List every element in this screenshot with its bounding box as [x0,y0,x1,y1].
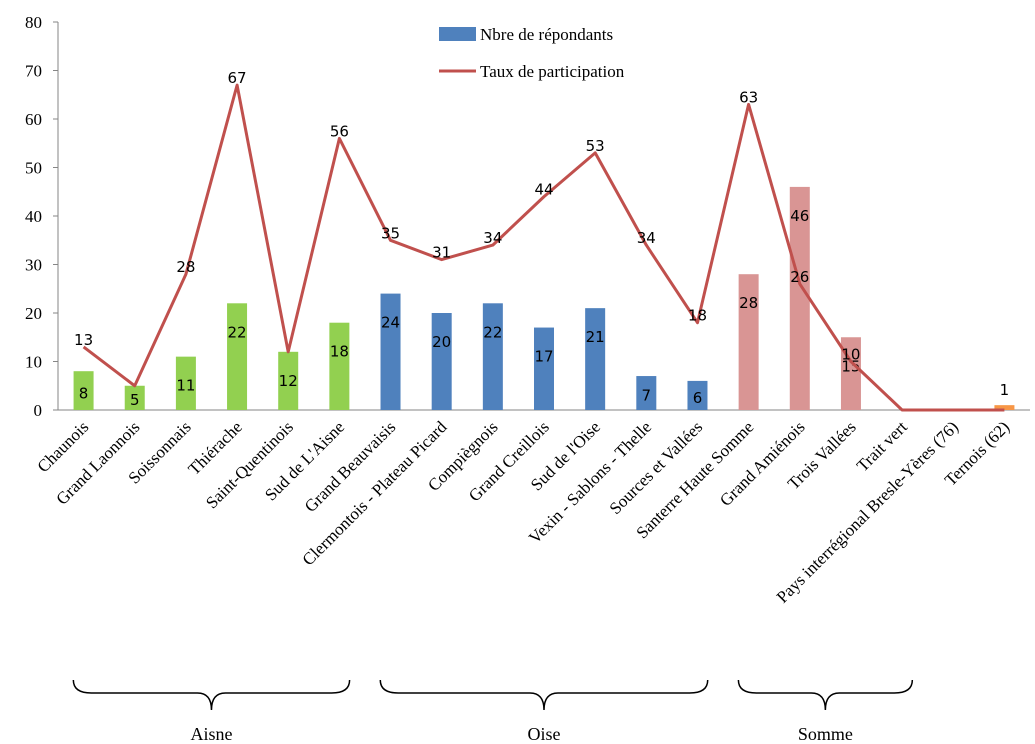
x-tick-label: Grand Beauvaisis [301,417,400,516]
line-value-label: 35 [381,224,400,242]
line-value-label: 13 [74,331,93,349]
bar-value-label: 1 [1000,381,1010,399]
bar-value-label: 22 [228,323,247,341]
line-value-label: 10 [841,346,860,364]
line-value-label: 53 [586,137,605,155]
bar [431,313,452,410]
line-value-label: 44 [534,181,553,199]
bar [789,186,810,410]
bar-value-label: 24 [381,314,400,332]
group-brace [72,679,351,711]
participation-line [82,83,1005,412]
bar [687,380,708,410]
group-brace [737,679,914,711]
y-tick-label: 60 [25,110,42,129]
x-tick-label: Sources et Vallées [606,417,707,518]
x-tick-label: Pays interrégional Bresle-Yères (76) [773,417,962,606]
bar-value-label: 11 [176,377,195,395]
bar-value-label: 7 [642,387,652,405]
bar [994,405,1015,410]
group-label: Somme [798,724,853,744]
y-tick-label: 0 [34,401,43,420]
bar [585,308,606,410]
bar [175,356,196,410]
y-tick-label: 80 [25,13,42,32]
y-tick-label: 50 [25,159,42,178]
group-braces: Aisne Oise Somme [72,679,914,744]
bar-value-label: 22 [483,323,502,341]
line-value-label: 31 [432,244,451,262]
bar [738,274,759,410]
bar [534,327,554,410]
bar [227,303,248,410]
line-value-label: 26 [790,268,809,286]
bar-value-label: 46 [790,207,809,225]
y-tick-label: 70 [25,62,42,81]
y-tick-label: 10 [25,353,42,372]
bar [482,303,503,410]
y-tick-labels: 0 10 20 30 40 50 60 70 80 [25,13,58,420]
bar [636,376,657,410]
bar-value-label: 18 [330,343,349,361]
y-tick-label: 20 [25,304,42,323]
y-axis: 0 10 20 30 40 50 60 70 80 [25,13,59,420]
bar-value-labels: 8 5 11 22 12 18 24 20 22 17 21 7 6 28 46 15 1 [79,207,1009,409]
group-label: Oise [528,724,561,744]
bar [73,371,94,410]
line-value-labels: 13 28 67 56 35 31 34 44 53 34 18 63 26 10 [74,69,860,363]
bar-value-label: 8 [79,385,89,403]
legend-bar-swatch [439,27,476,41]
group-label: Aisne [190,724,232,744]
bar [124,385,145,410]
legend-line-label: Taux de participation [480,62,625,81]
x-tick-label: Saint-Quentinois [202,417,297,512]
bar-value-label: 6 [693,389,703,407]
legend-bar-label: Nbre de répondants [480,25,613,44]
line-value-label: 18 [688,307,707,325]
line-value-label: 56 [330,122,349,140]
group-brace [379,679,709,711]
bar-value-label: 21 [586,328,605,346]
bar [329,322,350,410]
bar-value-label: 15 [841,357,860,375]
line-value-label: 34 [637,229,656,247]
bar-series [73,186,1015,410]
bar-value-label: 28 [739,294,758,312]
y-tick-label: 30 [25,256,42,275]
line-value-label: 34 [483,229,502,247]
bar [380,293,401,410]
line-value-label: 28 [176,258,195,276]
bar-value-label: 17 [534,348,553,366]
line-value-label: 67 [228,69,247,87]
line-value-label: 63 [739,88,758,106]
legend: Nbre de répondants Taux de participation [439,25,625,81]
bar-value-label: 5 [130,391,140,409]
bar [278,351,299,410]
bar-value-label: 12 [279,372,298,390]
bar-value-label: 20 [432,333,451,351]
y-tick-label: 40 [25,207,42,226]
